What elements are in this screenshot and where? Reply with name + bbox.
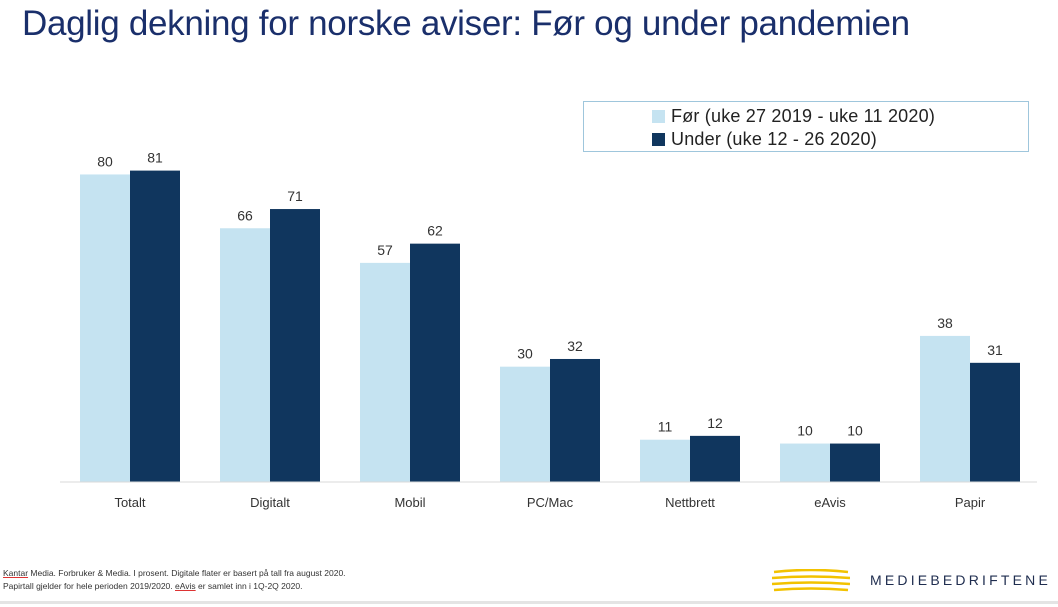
bars-group: 80 81 Totalt 66 71 Digitalt 57 62 Mobil 30 32 PC/Ma… (80, 150, 1020, 510)
bar-under-nettbrett (690, 435, 740, 482)
data-label-under-papir: 31 (987, 342, 1003, 358)
legend-label-for: Før (uke 27 2019 - uke 11 2020) (671, 106, 936, 126)
legend-label-under: Under (uke 12 - 26 2020) (671, 129, 877, 149)
bar-under-eavis (830, 443, 880, 482)
data-label-for-totalt: 80 (97, 153, 113, 169)
legend-swatch-under (652, 133, 665, 146)
category-label-totalt: Totalt (114, 495, 145, 510)
footnote-line-2-end: er samlet inn i 1Q-2Q 2020. (195, 581, 303, 591)
chart-title: Daglig dekning for norske aviser: Før og… (22, 4, 910, 43)
bar-for-mobil (360, 262, 410, 482)
category-label-papir: Papir (955, 495, 986, 510)
data-label-for-eavis: 10 (797, 423, 813, 439)
category-label-pcmac: PC/Mac (527, 495, 574, 510)
data-label-for-papir: 38 (937, 315, 953, 331)
bar-under-totalt (130, 170, 180, 482)
data-label-for-mobil: 57 (377, 242, 393, 258)
legend-item-under: Under (uke 12 - 26 2020) (652, 129, 877, 150)
bar-for-pcmac (500, 366, 550, 482)
bar-for-papir (920, 335, 970, 482)
category-label-digitalt: Digitalt (250, 495, 290, 510)
data-label-under-mobil: 62 (427, 223, 443, 239)
footnote-line-1: Kantar Media. Forbruker & Media. I prose… (3, 567, 346, 580)
footnote-line-2: Papirtall gjelder for hele perioden 2019… (3, 580, 346, 593)
brand-name: MEDIEBEDRIFTENE (870, 572, 1052, 588)
data-label-under-totalt: 81 (147, 150, 163, 166)
data-label-under-digitalt: 71 (287, 188, 303, 204)
footnote-eavis: eAvis (175, 581, 196, 591)
bar-under-digitalt (270, 209, 320, 483)
data-label-for-digitalt: 66 (237, 207, 253, 223)
bar-for-eavis (780, 443, 830, 482)
category-label-eavis: eAvis (814, 495, 846, 510)
footnote-line-2-text: Papirtall gjelder for hele perioden 2019… (3, 581, 176, 591)
bar-under-pcmac (550, 358, 600, 482)
data-label-under-eavis: 10 (847, 423, 863, 439)
mediebedriftene-stripes-logo (772, 569, 850, 592)
footnote-source-name: Kantar (3, 568, 29, 578)
legend-swatch-for (652, 110, 665, 123)
bar-chart: 80 81 Totalt 66 71 Digitalt 57 62 Mobil 30 32 PC/Ma… (60, 150, 1037, 510)
footnote-line-1-text: Media. Forbruker & Media. I prosent. Dig… (28, 568, 346, 578)
bottom-divider (0, 601, 1058, 604)
category-label-nettbrett: Nettbrett (665, 495, 715, 510)
category-label-mobil: Mobil (394, 495, 425, 510)
bar-for-digitalt (220, 228, 270, 482)
data-label-for-nettbrett: 11 (658, 419, 673, 435)
data-label-for-pcmac: 30 (517, 346, 533, 362)
bar-under-papir (970, 362, 1020, 482)
legend-item-for: Før (uke 27 2019 - uke 11 2020) (652, 106, 935, 127)
data-label-under-nettbrett: 12 (707, 415, 723, 431)
data-label-under-pcmac: 32 (567, 338, 583, 354)
source-footnote: Kantar Media. Forbruker & Media. I prose… (3, 567, 346, 593)
bar-under-mobil (410, 243, 460, 482)
legend: Før (uke 27 2019 - uke 11 2020) Under (u… (583, 101, 1029, 152)
bar-for-nettbrett (640, 439, 690, 482)
bar-for-totalt (80, 174, 130, 482)
